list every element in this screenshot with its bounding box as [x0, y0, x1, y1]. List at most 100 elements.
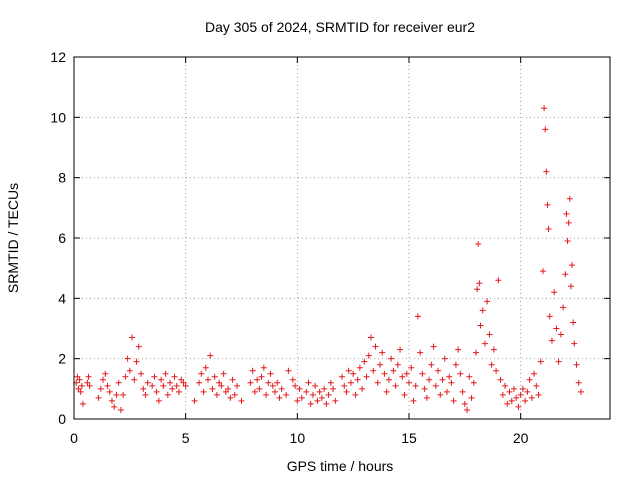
data-point	[457, 370, 464, 377]
data-point	[452, 361, 459, 368]
y-tick-label: 6	[58, 230, 66, 246]
data-point	[318, 394, 325, 401]
data-point	[428, 361, 435, 368]
data-point	[216, 379, 223, 386]
x-tick-label: 10	[290, 430, 306, 446]
data-point	[347, 379, 354, 386]
data-point	[169, 385, 176, 392]
data-point	[543, 168, 550, 175]
data-point	[323, 400, 330, 407]
data-point	[381, 370, 388, 377]
data-point	[76, 376, 83, 383]
data-point	[97, 385, 104, 392]
data-point	[122, 373, 129, 380]
data-point	[441, 355, 448, 362]
data-point	[488, 361, 495, 368]
data-point	[196, 379, 203, 386]
data-point	[397, 346, 404, 353]
data-point	[388, 355, 395, 362]
data-point	[565, 219, 572, 226]
data-point	[307, 400, 314, 407]
data-point	[575, 379, 582, 386]
data-point	[149, 382, 156, 389]
data-point	[569, 262, 576, 269]
data-point	[305, 379, 312, 386]
data-point	[129, 334, 136, 341]
data-point	[104, 382, 111, 389]
data-point	[256, 385, 263, 392]
data-point	[175, 388, 182, 395]
data-point	[557, 331, 564, 338]
x-tick-label: 0	[70, 430, 78, 446]
data-point	[345, 367, 352, 374]
data-point	[254, 376, 261, 383]
data-point	[419, 370, 426, 377]
data-point	[493, 367, 500, 374]
data-point	[421, 385, 428, 392]
grid-lines	[74, 57, 610, 419]
data-point	[330, 385, 337, 392]
chart-title: Day 305 of 2024, SRMTID for receiver eur…	[205, 19, 475, 35]
data-point	[468, 394, 475, 401]
data-point	[363, 373, 370, 380]
data-point	[423, 394, 430, 401]
data-point	[133, 358, 140, 365]
data-point	[455, 346, 462, 353]
data-point	[476, 280, 483, 287]
data-point	[399, 373, 406, 380]
data-point	[124, 355, 131, 362]
data-point	[359, 385, 366, 392]
data-point	[544, 201, 551, 208]
data-point	[312, 382, 319, 389]
data-point	[412, 382, 419, 389]
data-point	[473, 349, 479, 356]
data-point	[294, 397, 301, 404]
data-point	[303, 388, 310, 395]
data-point	[551, 289, 558, 296]
data-point	[390, 367, 397, 374]
data-point	[459, 388, 466, 395]
data-point	[430, 343, 437, 350]
data-point	[220, 370, 227, 377]
data-point	[202, 364, 209, 371]
data-point	[542, 126, 549, 133]
data-point	[548, 337, 555, 344]
data-point	[408, 364, 415, 371]
data-point	[354, 376, 361, 383]
y-tick-label: 4	[58, 290, 66, 306]
y-tick-label: 0	[58, 411, 66, 427]
data-point	[135, 343, 142, 350]
data-point	[309, 391, 316, 398]
data-point	[376, 361, 383, 368]
data-point	[276, 394, 283, 401]
data-point	[126, 367, 133, 374]
data-point	[426, 376, 433, 383]
data-point	[115, 379, 122, 386]
data-point	[95, 394, 102, 401]
data-point	[267, 370, 274, 377]
x-tick-label: 5	[182, 430, 190, 446]
data-point	[571, 340, 578, 347]
data-point	[470, 379, 477, 386]
data-point	[513, 394, 520, 401]
data-point	[296, 385, 303, 392]
data-point	[522, 397, 529, 404]
data-point	[164, 391, 171, 398]
data-point	[545, 225, 552, 232]
data-point	[227, 394, 234, 401]
data-point	[437, 391, 444, 398]
data-point	[563, 210, 570, 217]
data-point	[314, 397, 321, 404]
data-points	[73, 105, 584, 413]
data-point	[383, 388, 390, 395]
data-point	[117, 406, 124, 413]
data-point	[508, 397, 515, 404]
y-axis-label: SRMTID / TECUs	[5, 183, 21, 293]
data-point	[356, 364, 363, 371]
data-point	[234, 382, 241, 389]
data-point	[113, 391, 120, 398]
data-point	[278, 385, 285, 392]
data-point	[531, 370, 538, 377]
data-point	[486, 331, 493, 338]
data-point	[229, 376, 236, 383]
